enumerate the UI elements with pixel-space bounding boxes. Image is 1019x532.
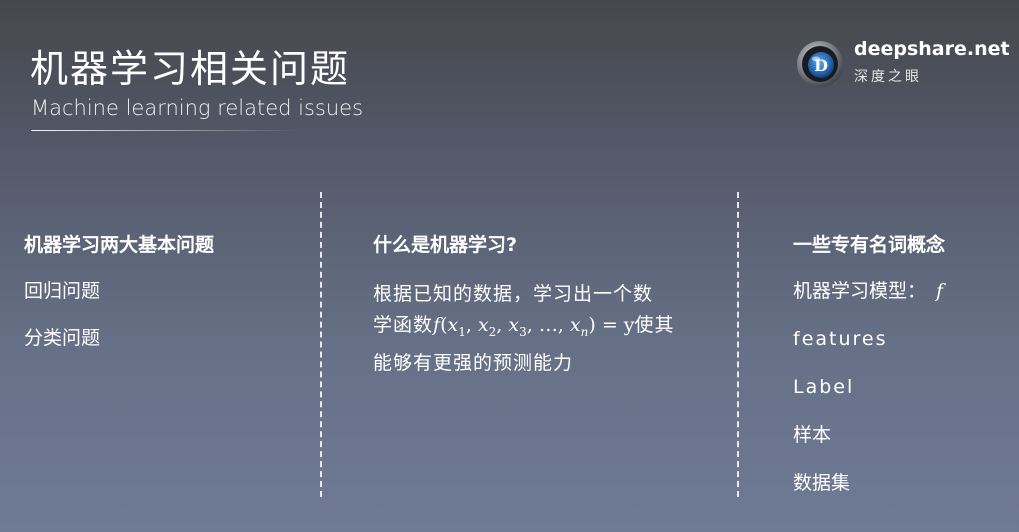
basic-problems-column: 机器学习两大基本问题 回归问题 分类问题 — [24, 230, 214, 373]
terminology-heading: 一些专有名词概念 — [793, 234, 946, 256]
definition-line-2: 学函数f(x1, x2, x3, …, xn) = y使其 — [373, 310, 703, 348]
basic-problems-heading: 机器学习两大基本问题 — [24, 234, 215, 256]
function-formula: f(x1, x2, x3, …, xn) = y — [433, 314, 635, 339]
term-label: Label — [793, 376, 855, 398]
term-sample: 样本 — [793, 424, 832, 446]
logo-mark-letter: D — [814, 56, 828, 75]
term-ml-model-label: 机器学习模型： — [793, 280, 927, 302]
term-ml-model-symbol: f — [936, 280, 944, 302]
what-is-ml-column: 什么是机器学习? 根据已知的数据，学习出一个数 学函数f(x1, x2, x3,… — [373, 230, 703, 379]
terminology-column: 一些专有名词概念 机器学习模型： f features Label 样本 数据集 — [793, 230, 945, 519]
brand-logo: D deepshare.net 深度之眼 — [796, 38, 1010, 90]
title-underline — [31, 130, 301, 131]
logo-subtitle: 深度之眼 — [854, 69, 922, 85]
column-divider-right — [737, 192, 739, 497]
list-item-classification: 分类问题 — [24, 327, 101, 349]
what-is-ml-heading: 什么是机器学习? — [373, 234, 518, 256]
what-is-ml-definition: 根据已知的数据，学习出一个数 学函数f(x1, x2, x3, …, xn) =… — [373, 279, 703, 379]
term-dataset: 数据集 — [793, 472, 851, 494]
deepshare-eye-logo-icon: D — [797, 41, 843, 87]
term-features: features — [793, 328, 888, 350]
term-ml-model: 机器学习模型： f — [793, 279, 945, 303]
column-divider-left — [320, 192, 322, 497]
slide-subtitle: Machine learning related issues — [31, 96, 364, 120]
definition-line-1: 根据已知的数据，学习出一个数 — [373, 283, 654, 305]
definition-line-2-prefix: 学函数 — [373, 314, 434, 336]
slide-title: 机器学习相关问题 — [30, 47, 351, 91]
logo-name: deepshare.net — [854, 38, 1010, 60]
definition-line-2-suffix: 使其 — [634, 314, 675, 336]
list-item-regression: 回归问题 — [24, 280, 101, 302]
definition-line-3: 能够有更强的预测能力 — [373, 351, 574, 374]
